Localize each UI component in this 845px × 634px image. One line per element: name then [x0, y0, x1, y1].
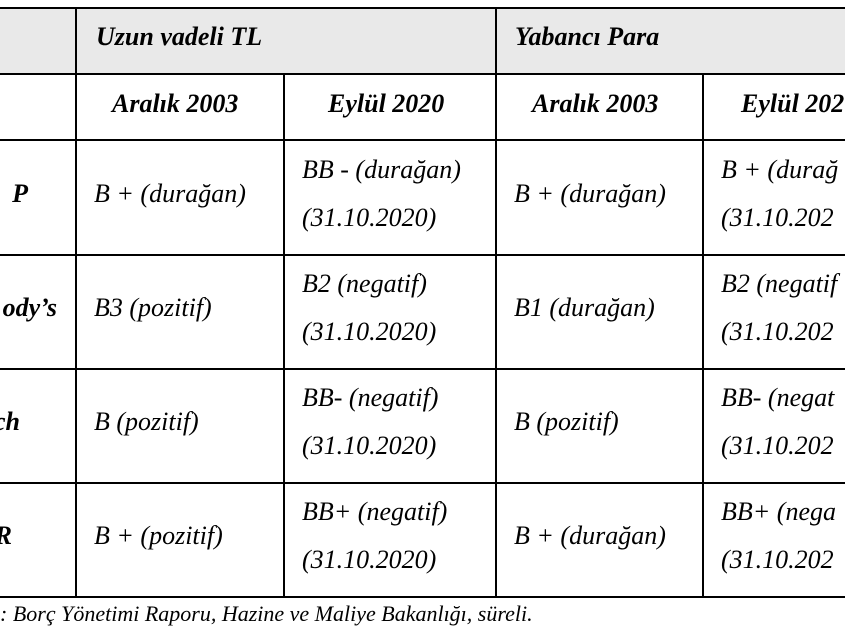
row-2-tl-2020-date: (31.10.2020) [302, 317, 437, 346]
row-1-fx-2003: B + (durağan) [514, 179, 666, 208]
header-band [0, 9, 845, 74]
ratings-table: Uzun vadeli TL Yabancı Para Aralık 2003 … [0, 7, 845, 598]
row-4-tl-2003: B + (pozitif) [94, 521, 223, 550]
row-1-tl-2003: B + (durağan) [94, 179, 246, 208]
row-2-agency: ody’s [2, 293, 57, 322]
row-3-fx-2020-date: (31.10.202 [721, 431, 834, 460]
rule-row-1 [0, 254, 845, 256]
group-header-fx: Yabancı Para [515, 22, 660, 51]
col-rule-4 [702, 73, 704, 598]
rule-row-3 [0, 482, 845, 484]
row-3-fx-2003: B (pozitif) [514, 407, 619, 436]
col-rule-3 [495, 7, 497, 598]
col-rule-1 [75, 7, 77, 598]
row-3-agency: ch [0, 407, 20, 436]
row-4-tl-2020-date: (31.10.2020) [302, 545, 437, 574]
row-3-tl-2003: B (pozitif) [94, 407, 199, 436]
row-3-fx-2020-rating: BB- (negat [721, 383, 835, 412]
row-1-tl-2020-rating: BB - (durağan) [302, 155, 461, 184]
row-4-agency: R [0, 513, 12, 559]
row-2-tl-2003: B3 (pozitif) [94, 293, 212, 322]
row-2-fx-2003: B1 (durağan) [514, 293, 655, 322]
group-header-tl: Uzun vadeli TL [96, 22, 263, 51]
row-2-fx-2020-rating: B2 (negatif [721, 269, 838, 298]
row-3-tl-2020-rating: BB- (negatif) [302, 383, 439, 412]
row-1-agency: P [12, 179, 28, 208]
source-footnote: : Borç Yönetimi Raporu, Hazine ve Maliye… [0, 601, 533, 626]
row-1-tl-2020-date: (31.10.2020) [302, 203, 437, 232]
row-4-tl-2020-rating: BB+ (negatif) [302, 497, 448, 526]
rule-top [0, 7, 845, 9]
row-1-fx-2020-date: (31.10.202 [721, 203, 834, 232]
rule-header-2 [0, 139, 845, 141]
col-header-fx-2020: Eylül 202 [741, 89, 845, 118]
row-2-fx-2020-date: (31.10.202 [721, 317, 834, 346]
row-4-fx-2020-rating: BB+ (nega [721, 497, 837, 526]
rule-header-1 [0, 73, 845, 75]
row-4-fx-2020-date: (31.10.202 [721, 545, 834, 574]
col-rule-2 [283, 73, 285, 598]
rule-row-2 [0, 368, 845, 370]
row-1-fx-2020-rating: B + (durağ [721, 155, 839, 184]
row-3-tl-2020-date: (31.10.2020) [302, 431, 437, 460]
row-4-fx-2003: B + (durağan) [514, 521, 666, 550]
rule-bottom [0, 596, 845, 598]
col-header-fx-2003: Aralık 2003 [532, 89, 659, 118]
col-header-tl-2003: Aralık 2003 [112, 89, 239, 118]
row-2-tl-2020-rating: B2 (negatif) [302, 269, 427, 298]
col-header-tl-2020: Eylül 2020 [328, 89, 445, 118]
